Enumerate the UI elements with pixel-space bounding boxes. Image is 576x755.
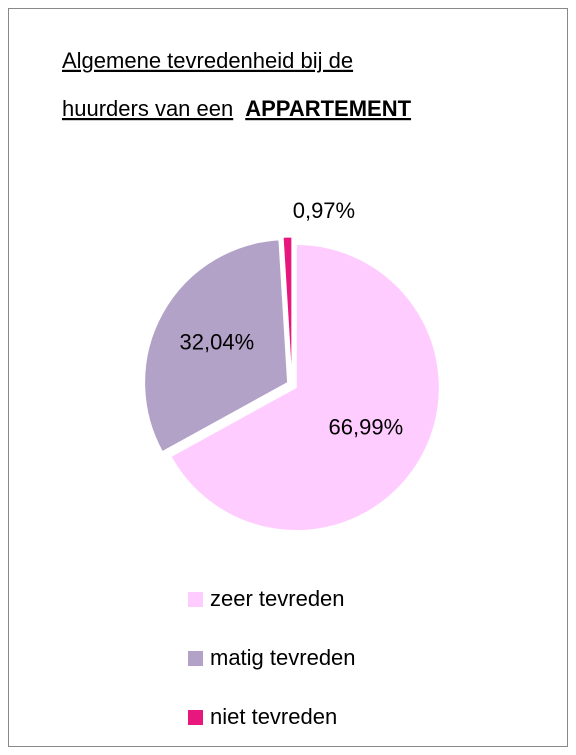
pie-slice <box>170 244 440 531</box>
data-label: 0,97% <box>293 198 355 223</box>
pie-slice <box>282 236 293 381</box>
frame <box>8 8 568 747</box>
data-label: 32,04% <box>180 329 255 354</box>
legend-swatch <box>188 651 203 666</box>
data-label: 66,99% <box>329 414 404 439</box>
legend-label: zeer tevreden <box>210 586 345 611</box>
pie-slice <box>144 239 289 453</box>
legend-label: niet tevreden <box>210 704 337 729</box>
legend-label: matig tevreden <box>210 645 356 670</box>
chart-title: huurders van een APPARTEMENT <box>62 96 412 121</box>
chart-title-emphasis: APPARTEMENT <box>245 96 411 121</box>
chart-title: huurders van een <box>62 96 233 121</box>
legend-swatch <box>188 592 203 607</box>
chart-title: Algemene tevredenheid bij de <box>62 48 353 73</box>
legend-swatch <box>188 710 203 725</box>
